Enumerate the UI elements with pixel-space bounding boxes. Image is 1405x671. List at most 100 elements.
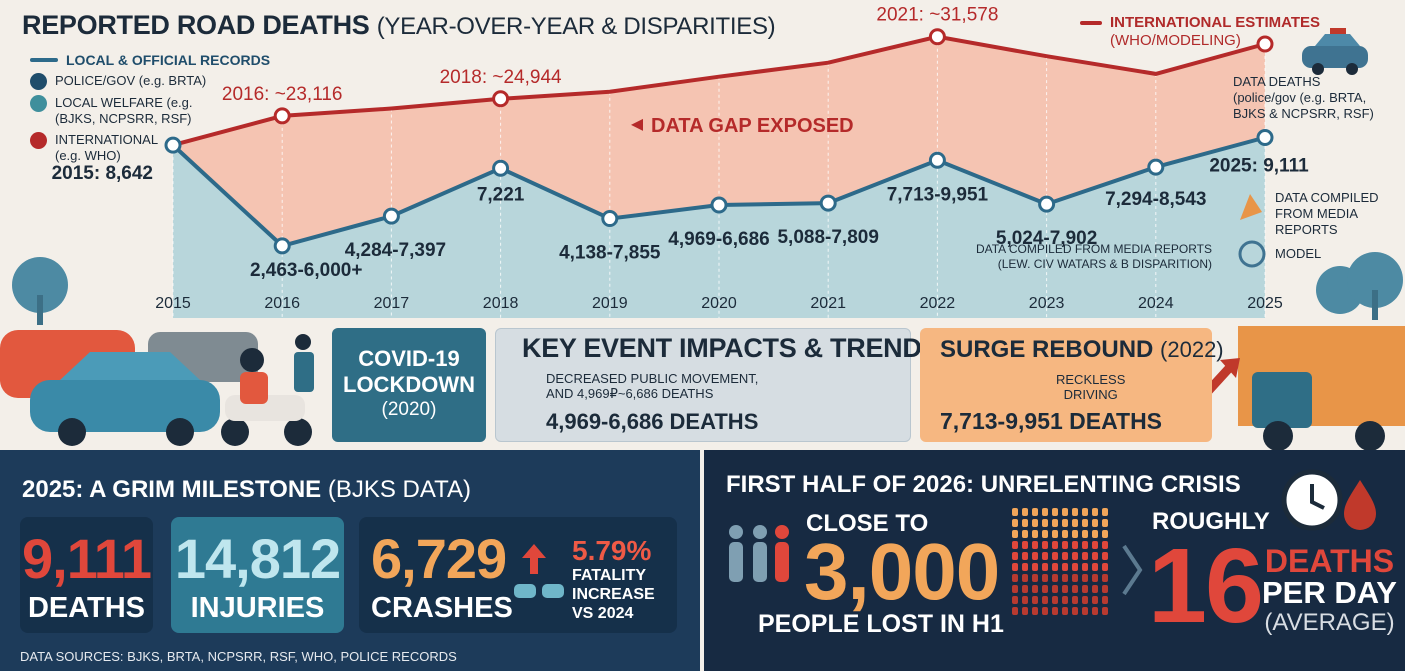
injuries-number: 14,812: [174, 527, 341, 590]
media-note-line2: (LEW. CIV WATARS & B DISPARITION): [997, 257, 1212, 271]
person-icon: [1072, 607, 1078, 615]
x-tick-label: 2025: [1247, 295, 1283, 312]
data-label: 5,024-7,902: [996, 228, 1097, 249]
data-label: 4,969-6,686: [668, 229, 769, 250]
local-point: [1147, 158, 1165, 176]
person-icon: [1082, 585, 1088, 593]
person-icon: [1062, 574, 1068, 582]
key-events-text-2: AND 4,969₽~6,686 DEATHS: [546, 386, 714, 401]
person-icon: [1022, 574, 1028, 582]
legend-welfare-line2: (BJKS, NCPSRR, RSF): [55, 111, 192, 126]
legend-local-header: LOCAL & OFFICIAL RECORDS: [30, 52, 270, 68]
person-icon: [1092, 530, 1098, 538]
arrow-left-icon: [631, 118, 643, 131]
per-day-word: PER DAY: [1262, 575, 1397, 610]
injuries-label: INJURIES: [190, 592, 325, 624]
data-label: 5,088-7,809: [777, 227, 878, 248]
person-icon: [1092, 541, 1098, 549]
milestone-title-main: 2025: A GRIM MILESTONE: [22, 476, 322, 503]
crashes-number: 6,729: [371, 527, 507, 590]
person-icon: [1042, 607, 1048, 615]
person-icon: [1042, 563, 1048, 571]
person-icon: [1032, 596, 1038, 604]
legend-intl-label: INTERNATIONAL (e.g. WHO): [55, 132, 158, 164]
person-icon: [1032, 541, 1038, 549]
compiled-note: DATA COMPILED FROM MEDIA REPORTS: [1275, 190, 1385, 238]
person-icon: [1052, 541, 1058, 549]
person-icon: [1052, 574, 1058, 582]
person-icon: [1082, 508, 1088, 516]
intl-data-label: 2016: ~23,116: [222, 84, 343, 105]
media-note: DATA COMPILED FROM MEDIA REPORTS (LEW. C…: [960, 242, 1212, 272]
covid-title: COVID-19: [358, 346, 460, 371]
person-icon: [1022, 552, 1028, 560]
local-point: [1256, 128, 1274, 146]
surge-deaths: 7,713-9,951 DEATHS: [940, 408, 1163, 434]
increase-line2: INCREASE: [572, 586, 655, 603]
covid-title-2: LOCKDOWN: [343, 372, 475, 397]
person-icon: [1022, 607, 1028, 615]
people-lost-label: PEOPLE LOST IN H1: [758, 610, 1004, 638]
close-to-label: CLOSE TO: [806, 510, 929, 537]
chevron-right-icon: [1122, 544, 1143, 596]
deaths-stat: 9,111 DEATHS: [20, 517, 153, 633]
intl-point: [928, 28, 946, 46]
deaths-number: 9,111: [22, 527, 152, 590]
person-icon: [1082, 563, 1088, 571]
person-icon: [1082, 596, 1088, 604]
key-events-card: KEY EVENT IMPACTS & TRENDS DECREASED PUB…: [495, 328, 940, 442]
intl-point: [273, 107, 291, 125]
person-icon: [1102, 574, 1108, 582]
person-icon: [1092, 563, 1098, 571]
intl-legend-sub: (WHO/MODELING): [1110, 32, 1241, 49]
legend-police-label: POLICE/GOV (e.g. BRTA): [55, 73, 207, 88]
local-point: [1038, 195, 1056, 213]
person-icon: [1022, 541, 1028, 549]
intl-point: [1256, 35, 1274, 53]
person-icon: [1032, 552, 1038, 560]
person-icon: [1082, 574, 1088, 582]
data-label: 2,463-6,000+: [250, 260, 363, 281]
x-tick-label: 2015: [155, 295, 191, 312]
note-line: REPORTS: [1275, 222, 1338, 237]
h1-title: FIRST HALF OF 2026: UNRELENTING CRISIS: [726, 471, 1241, 498]
person-icon: [1012, 563, 1018, 571]
person-icon: [1052, 508, 1058, 516]
surge-title: SURGE REBOUND (2022): [940, 336, 1224, 364]
key-events-title: KEY EVENT IMPACTS & TRENDS: [522, 333, 940, 363]
intl-legend: INTERNATIONAL ESTIMATES (WHO/MODELING): [1080, 14, 1320, 50]
person-icon: [1052, 607, 1058, 615]
person-icon: [1042, 552, 1048, 560]
person-icon: [1032, 563, 1038, 571]
data-label: 2015: 8,642: [52, 163, 153, 184]
media-note-line1: DATA COMPILED FROM MEDIA REPORTS: [975, 242, 1212, 256]
person-icon: [1062, 607, 1068, 615]
intl-data-label: 2018: ~24,944: [440, 67, 562, 88]
person-icon: [1022, 585, 1028, 593]
local-point: [601, 210, 619, 228]
local-point: [164, 136, 182, 154]
dot-icon: [30, 95, 47, 112]
note-line: DATA COMPILED: [1275, 190, 1379, 205]
model-label: MODEL: [1275, 246, 1322, 261]
legend: LOCAL & OFFICIAL RECORDS POLICE/GOV (e.g…: [30, 52, 270, 164]
car-icon: [1302, 28, 1368, 75]
person-icon: [1022, 508, 1028, 516]
reckless-driving-label: RECKLESS DRIVING: [1056, 372, 1125, 402]
person-icon: [1042, 541, 1048, 549]
person-icon: [1102, 563, 1108, 571]
person-icon: [1052, 596, 1058, 604]
person-icon: [1052, 585, 1058, 593]
person-icon: [1042, 596, 1048, 604]
x-tick-label: 2019: [592, 295, 628, 312]
legend-item-police: POLICE/GOV (e.g. BRTA): [30, 73, 270, 90]
person-icon: [1092, 585, 1098, 593]
person-icon: [1062, 541, 1068, 549]
person-icon: [1062, 508, 1068, 516]
person-icon: [1042, 530, 1048, 538]
x-tick-label: 2023: [1029, 295, 1065, 312]
people-grid-icon: [1012, 508, 1108, 615]
person-icon: [1072, 519, 1078, 527]
person-icon: [1102, 541, 1108, 549]
